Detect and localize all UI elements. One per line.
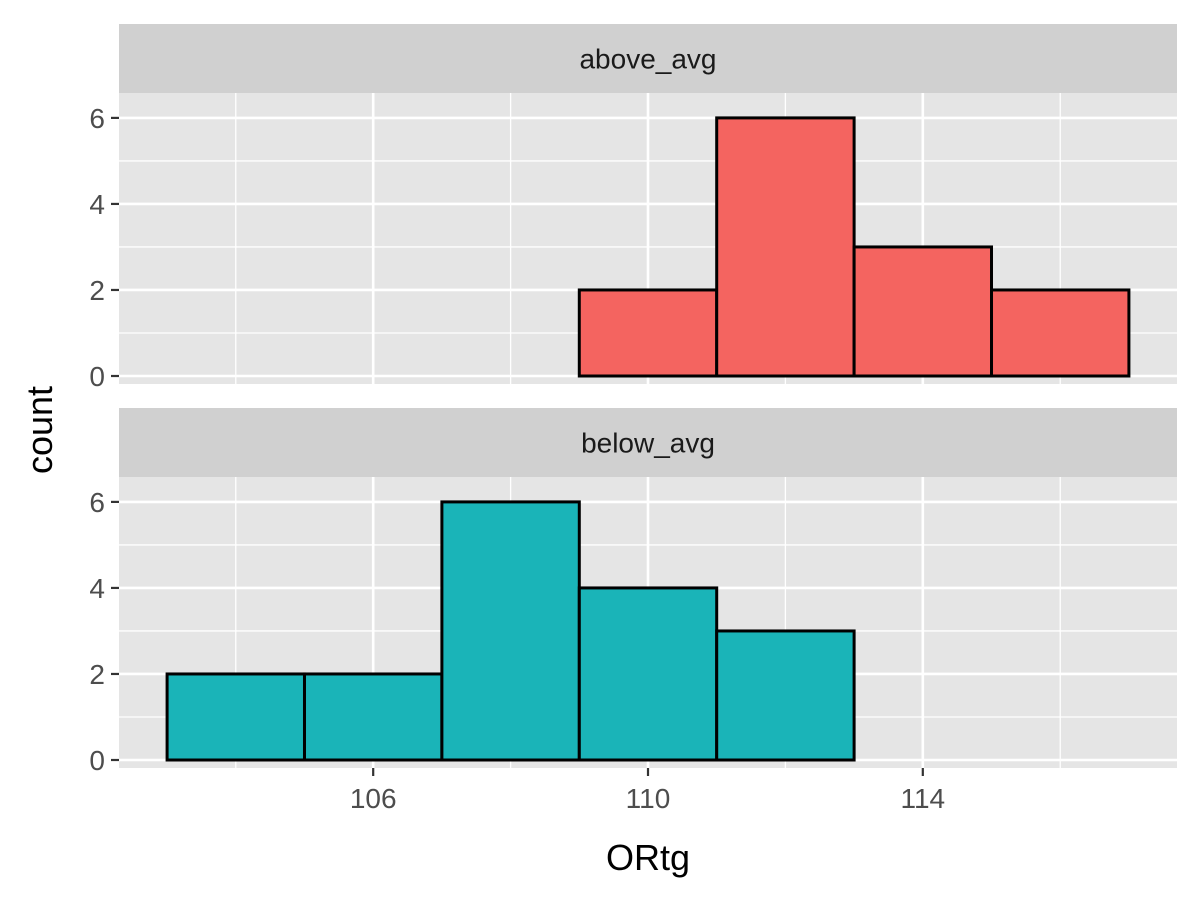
histogram-bar: [715, 629, 856, 762]
y-tick-label: 2: [89, 659, 105, 690]
facet-strip: [119, 24, 1177, 93]
histogram-bar: [852, 245, 994, 378]
y-tick-label: 4: [89, 189, 105, 220]
x-tick-label: 114: [900, 783, 945, 814]
x-tick-label: 110: [626, 783, 671, 814]
histogram-bar: [715, 116, 856, 378]
y-tick-label: 2: [89, 275, 105, 306]
facet-strip-label: above_avg: [579, 44, 716, 75]
histogram-bar: [165, 672, 306, 762]
histogram-bar: [302, 672, 444, 762]
x-axis-title: ORtg: [606, 837, 690, 878]
facet-panel-above_avg: above_avg 0 2 4 6: [89, 24, 1177, 392]
facet-strip-label: below_avg: [581, 428, 715, 459]
histogram-bar: [440, 500, 581, 762]
y-tick-label: 6: [89, 103, 105, 134]
facet-panel-below_avg: below_avg 0 2 4 6 106 110 114: [89, 408, 1177, 814]
histogram-bar: [990, 288, 1131, 378]
y-tick-label: 0: [89, 361, 105, 392]
y-tick-label: 4: [89, 573, 105, 604]
y-axis-title: count: [19, 386, 60, 474]
histogram-bar: [577, 288, 719, 378]
y-tick-label: 6: [89, 487, 105, 518]
y-tick-label: 0: [89, 745, 105, 776]
panels-layer: above_avg 0 2 4 6 below_avg 0 2 4 6 106 110 114: [89, 24, 1177, 814]
x-tick-label: 106: [350, 783, 397, 814]
histogram-bar: [577, 586, 719, 762]
facet-strip: [119, 408, 1177, 477]
